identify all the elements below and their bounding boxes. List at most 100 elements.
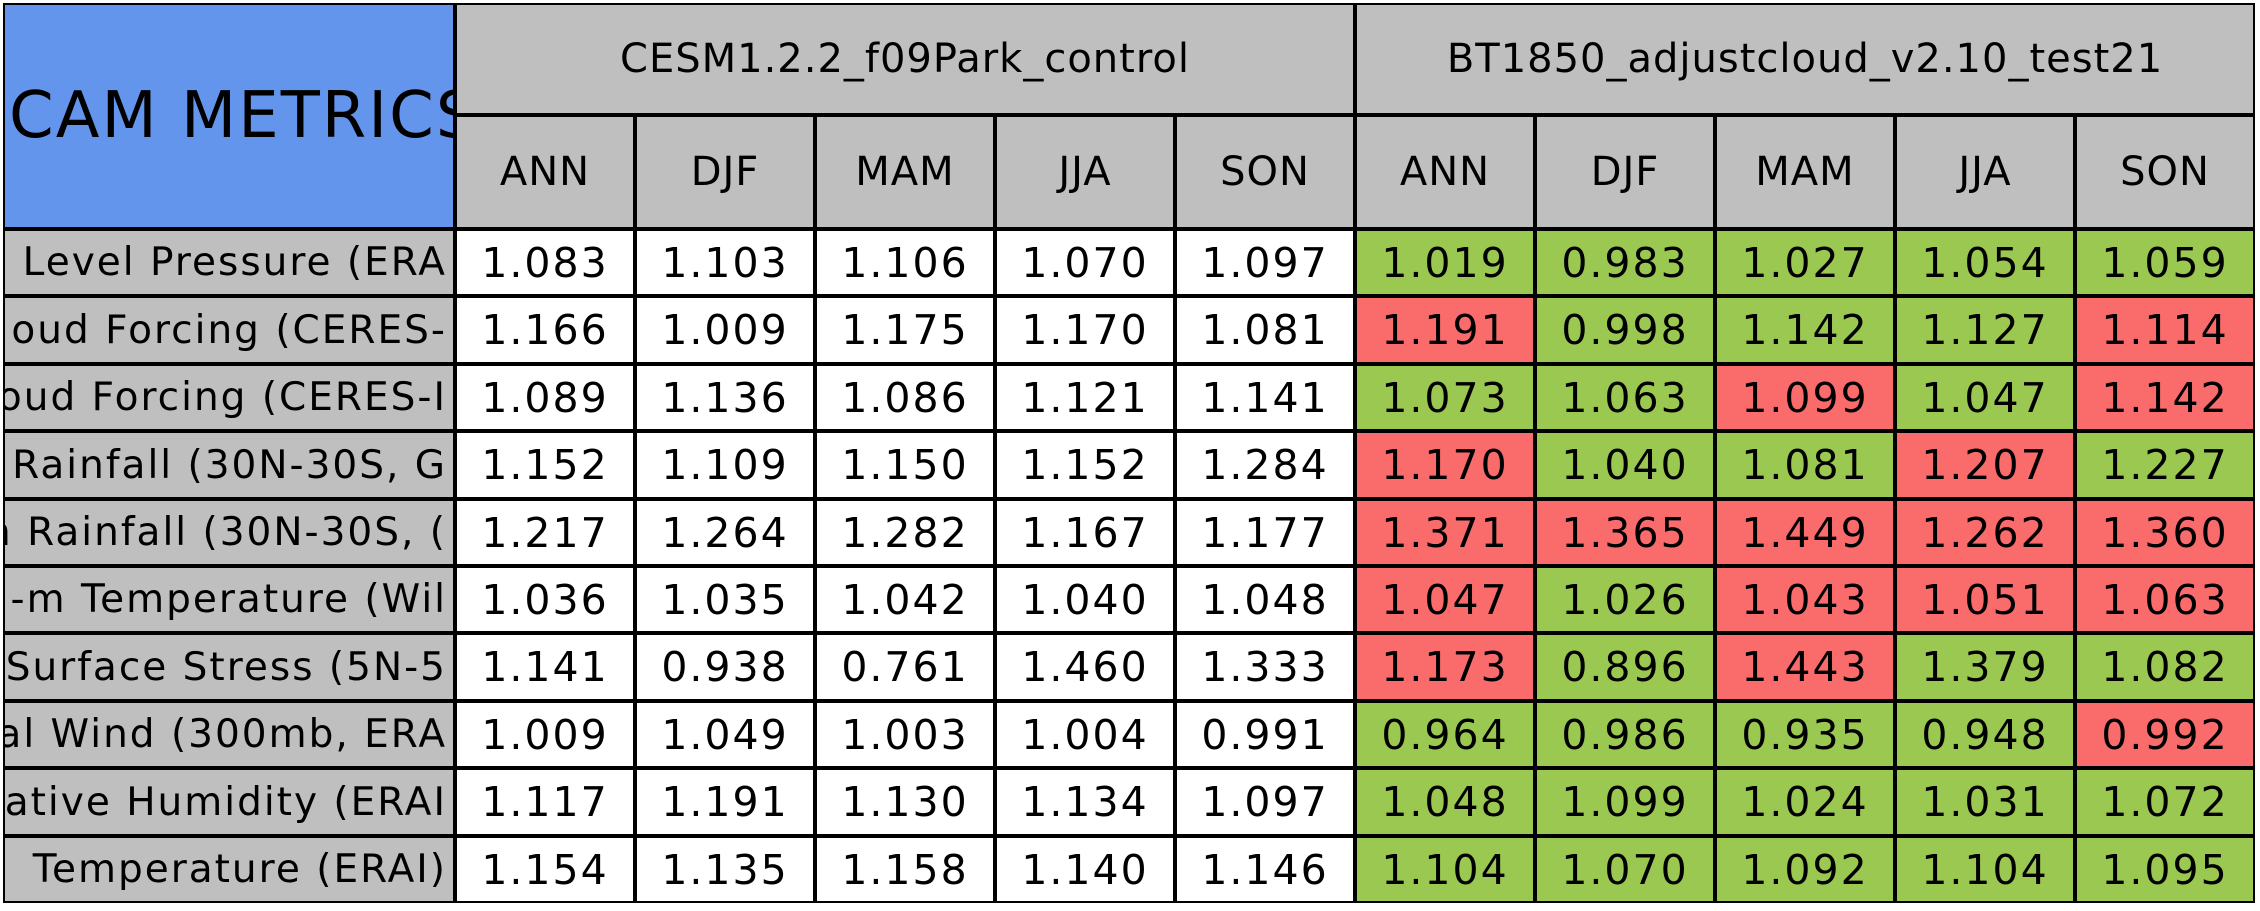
data-cell: 1.009: [455, 701, 635, 768]
data-cell: 1.063: [2075, 566, 2255, 633]
data-cell: 0.964: [1355, 701, 1535, 768]
season-header: SON: [1175, 115, 1355, 229]
season-header: MAM: [1715, 115, 1895, 229]
row-label: Surface Stress (5N-5: [3, 633, 455, 701]
data-cell: 1.127: [1895, 296, 2075, 364]
data-cell: 1.103: [635, 229, 815, 296]
data-cell: 1.360: [2075, 499, 2255, 566]
data-cell: 1.166: [455, 296, 635, 364]
data-cell: 1.134: [995, 768, 1175, 836]
data-cell: 1.365: [1535, 499, 1715, 566]
data-cell: 1.081: [1175, 296, 1355, 364]
data-cell: 1.047: [1355, 566, 1535, 633]
data-cell: 1.282: [815, 499, 995, 566]
data-cell: 1.070: [1535, 836, 1715, 903]
data-cell: 1.097: [1175, 768, 1355, 836]
data-cell: 1.042: [815, 566, 995, 633]
data-cell: 1.130: [815, 768, 995, 836]
data-cell: 0.983: [1535, 229, 1715, 296]
data-cell: 1.070: [995, 229, 1175, 296]
data-cell: 1.262: [1895, 499, 2075, 566]
data-cell: 1.379: [1895, 633, 2075, 701]
data-cell: 1.114: [2075, 296, 2255, 364]
data-cell: 1.173: [1355, 633, 1535, 701]
data-cell: 0.998: [1535, 296, 1715, 364]
season-header: ANN: [455, 115, 635, 229]
data-cell: 1.152: [455, 431, 635, 499]
data-cell: 1.104: [1355, 836, 1535, 903]
data-cell: 1.121: [995, 364, 1175, 431]
data-cell: 1.003: [815, 701, 995, 768]
data-cell: 0.986: [1535, 701, 1715, 768]
data-cell: 1.099: [1535, 768, 1715, 836]
data-cell: 1.047: [1895, 364, 2075, 431]
data-cell: 1.082: [2075, 633, 2255, 701]
data-cell: 1.135: [635, 836, 815, 903]
data-cell: 0.896: [1535, 633, 1715, 701]
row-label: ea Level Pressure (ERA: [3, 229, 455, 296]
data-cell: 1.095: [2075, 836, 2255, 903]
data-cell: 1.049: [635, 701, 815, 768]
data-cell: 1.460: [995, 633, 1175, 701]
data-cell: 0.935: [1715, 701, 1895, 768]
data-cell: 1.089: [455, 364, 635, 431]
data-cell: 1.106: [815, 229, 995, 296]
data-cell: 0.761: [815, 633, 995, 701]
data-cell: 1.191: [635, 768, 815, 836]
data-cell: 1.063: [1535, 364, 1715, 431]
row-label: Relative Humidity (ERAI: [3, 768, 455, 836]
row-label: onal Wind (300mb, ERA: [3, 701, 455, 768]
season-header: JJA: [1895, 115, 2075, 229]
data-cell: 1.092: [1715, 836, 1895, 903]
data-cell: 1.027: [1715, 229, 1895, 296]
row-label: oud Forcing (CERES-I: [3, 364, 455, 431]
data-cell: 1.109: [635, 431, 815, 499]
row-label: n Rainfall (30N-30S, (: [3, 499, 455, 566]
data-cell: 1.036: [455, 566, 635, 633]
data-cell: 1.150: [815, 431, 995, 499]
run-header: BT1850_adjustcloud_v2.10_test21: [1355, 3, 2255, 115]
data-cell: 0.992: [2075, 701, 2255, 768]
data-cell: 1.024: [1715, 768, 1895, 836]
data-cell: 1.083: [455, 229, 635, 296]
data-cell: 1.059: [2075, 229, 2255, 296]
season-header: DJF: [635, 115, 815, 229]
data-cell: 1.048: [1175, 566, 1355, 633]
data-cell: 1.026: [1535, 566, 1715, 633]
data-cell: 1.449: [1715, 499, 1895, 566]
data-cell: 1.009: [635, 296, 815, 364]
data-cell: 1.099: [1715, 364, 1895, 431]
run-header: CESM1.2.2_f09Park_control: [455, 3, 1355, 115]
data-cell: 1.019: [1355, 229, 1535, 296]
data-cell: 1.051: [1895, 566, 2075, 633]
data-cell: 1.081: [1715, 431, 1895, 499]
data-cell: 1.040: [1535, 431, 1715, 499]
season-header: DJF: [1535, 115, 1715, 229]
data-cell: 1.136: [635, 364, 815, 431]
data-cell: 1.142: [2075, 364, 2255, 431]
season-header: JJA: [995, 115, 1175, 229]
data-cell: 1.152: [995, 431, 1175, 499]
data-cell: 1.142: [1715, 296, 1895, 364]
table-title: CAM METRICS: [3, 3, 455, 229]
row-label: 2-m Temperature (Wil: [3, 566, 455, 633]
data-cell: 1.104: [1895, 836, 2075, 903]
data-cell: 1.217: [455, 499, 635, 566]
row-label: Rainfall (30N-30S, G: [3, 431, 455, 499]
data-cell: 1.086: [815, 364, 995, 431]
data-cell: 1.117: [455, 768, 635, 836]
data-cell: 1.035: [635, 566, 815, 633]
data-cell: 1.040: [995, 566, 1175, 633]
data-cell: 1.141: [1175, 364, 1355, 431]
data-cell: 1.031: [1895, 768, 2075, 836]
row-label: oud Forcing (CERES-: [3, 296, 455, 364]
data-cell: 1.043: [1715, 566, 1895, 633]
data-cell: 1.154: [455, 836, 635, 903]
data-cell: 1.175: [815, 296, 995, 364]
season-header: MAM: [815, 115, 995, 229]
data-cell: 1.158: [815, 836, 995, 903]
data-cell: 0.991: [1175, 701, 1355, 768]
data-cell: 1.167: [995, 499, 1175, 566]
data-cell: 1.004: [995, 701, 1175, 768]
